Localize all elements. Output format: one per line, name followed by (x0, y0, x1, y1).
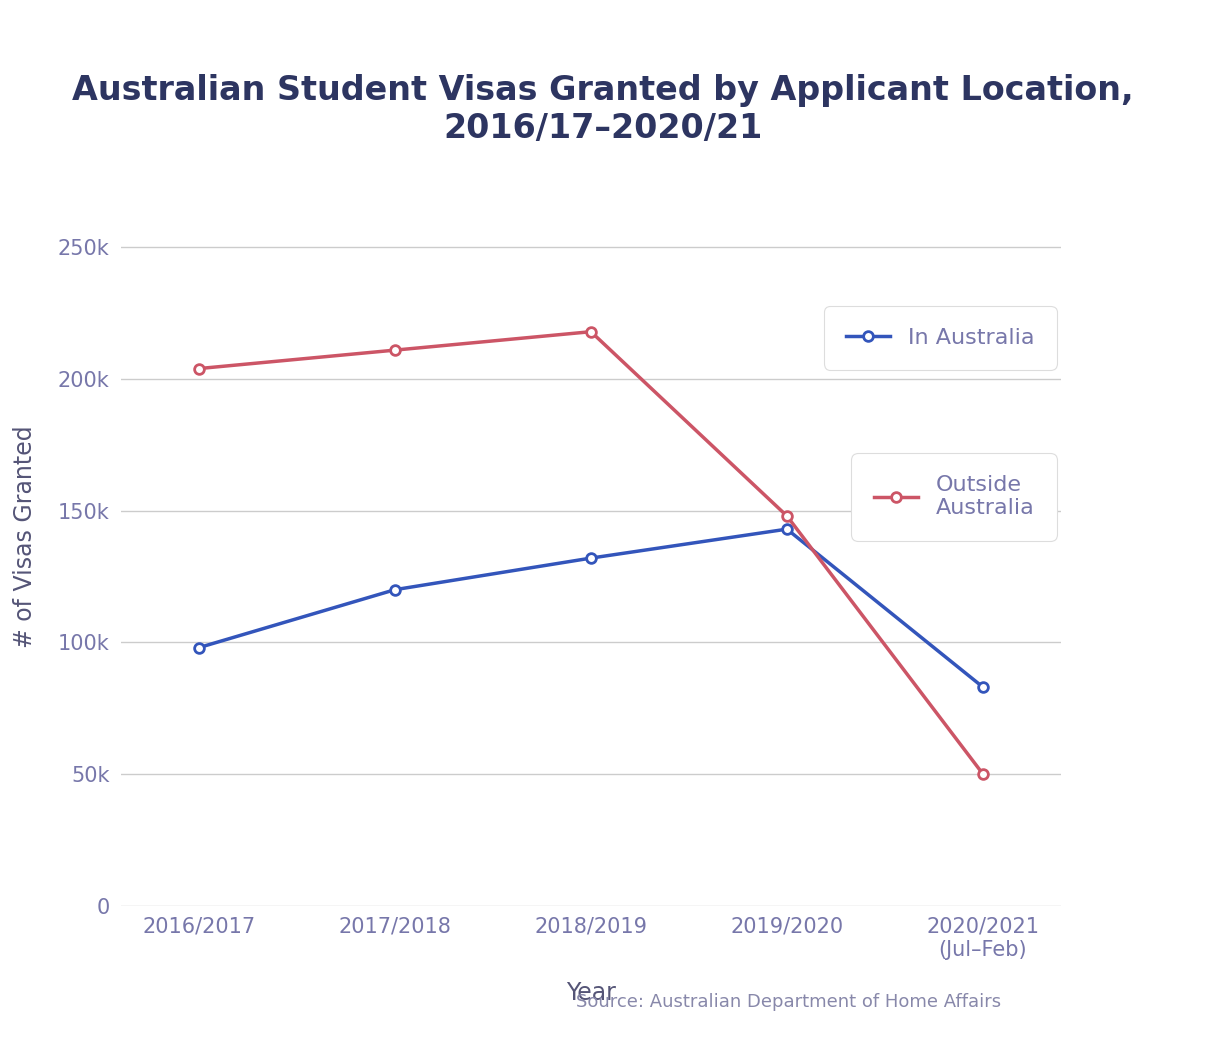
In Australia (779, 523, 794, 535)
In Australia (192, 641, 206, 654)
Legend: Outside
Australia: Outside Australia (859, 460, 1050, 534)
Outside
Australia (976, 768, 990, 780)
Text: Source: Australian Department of Home Affairs: Source: Australian Department of Home Af… (575, 993, 1001, 1011)
In Australia (388, 583, 403, 596)
Line: In Australia: In Australia (194, 524, 988, 692)
Outside
Australia (388, 344, 403, 357)
Line: Outside
Australia: Outside Australia (194, 326, 988, 779)
Outside
Australia (584, 325, 598, 338)
Y-axis label: # of Visas Granted: # of Visas Granted (13, 425, 37, 649)
In Australia (976, 681, 990, 694)
X-axis label: Year: Year (566, 980, 616, 1005)
Outside
Australia (779, 510, 794, 522)
In Australia (584, 552, 598, 564)
Text: Australian Student Visas Granted by Applicant Location,
2016/17–2020/21: Australian Student Visas Granted by Appl… (72, 74, 1134, 145)
Outside
Australia (192, 362, 206, 375)
